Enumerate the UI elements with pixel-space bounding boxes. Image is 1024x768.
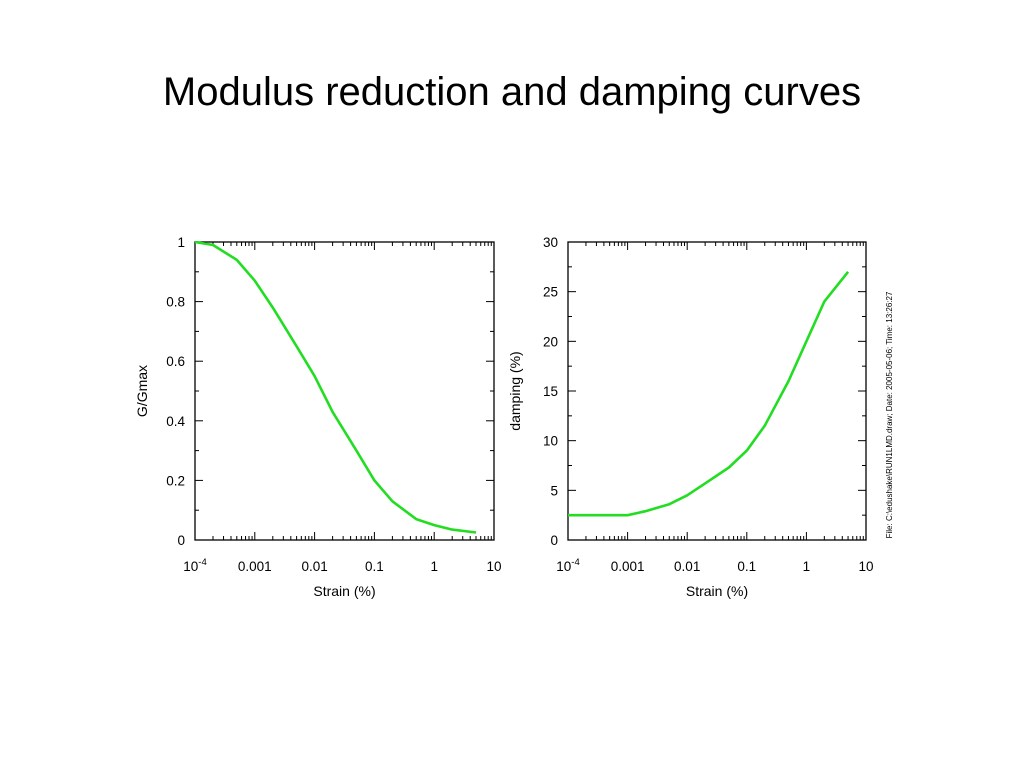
y-tick-label: 10 (543, 434, 558, 449)
y-axis-label: damping (%) (507, 351, 523, 430)
x-axis-label: Strain (%) (686, 583, 748, 599)
x-tick-label: 10 (486, 559, 501, 574)
modulus-reduction-chart: 10-4 0.001 0.01 0.1 1 10 0 0.2 0.4 0.6 0.8 1 Strain … (134, 235, 502, 599)
slide-title: Modulus reduction and damping curves (162, 70, 862, 114)
x-axis-label: Strain (%) (313, 583, 375, 599)
y-tick-label: 0.2 (166, 473, 185, 488)
x-tick-label: 10-4 (183, 557, 206, 574)
x-tick-label: 0.1 (365, 559, 384, 574)
series-line (194, 240, 477, 534)
y-tick-label: 30 (543, 235, 558, 250)
y-tick-label: 0.6 (166, 354, 185, 369)
y-tick-label: 0.8 (166, 295, 185, 310)
x-tick-label: 0.01 (674, 559, 700, 574)
y-tick-label: 20 (543, 334, 558, 349)
x-tick-label: 0.1 (737, 559, 756, 574)
plot-frame (567, 241, 867, 541)
y-tick-label: 0 (550, 533, 558, 548)
x-tick-label: 0.01 (301, 559, 327, 574)
y-tick-label: 15 (543, 384, 558, 399)
series-line (568, 270, 850, 517)
x-tick-label: 1 (430, 559, 438, 574)
y-tick-label: 0.4 (166, 414, 185, 429)
plot-frame (194, 241, 495, 541)
y-axis-label: G/Gmax (134, 365, 150, 417)
y-tick-label: 5 (550, 483, 558, 498)
x-tick-label: 10-4 (556, 557, 579, 574)
x-tick-label: 0.001 (611, 559, 645, 574)
y-tick-label: 1 (177, 235, 185, 250)
y-tick-label: 25 (543, 285, 558, 300)
x-tick-label: 1 (803, 559, 811, 574)
file-info-note: File: C:\edushake\RUN1LMD.draw; Date: 20… (885, 291, 894, 538)
damping-chart: 10-4 0.001 0.01 0.1 1 10 0 5 10 15 20 25 30 Strain (%… (507, 235, 874, 599)
x-tick-label: 10 (858, 559, 873, 574)
y-tick-label: 0 (177, 533, 185, 548)
x-tick-label: 0.001 (238, 559, 272, 574)
